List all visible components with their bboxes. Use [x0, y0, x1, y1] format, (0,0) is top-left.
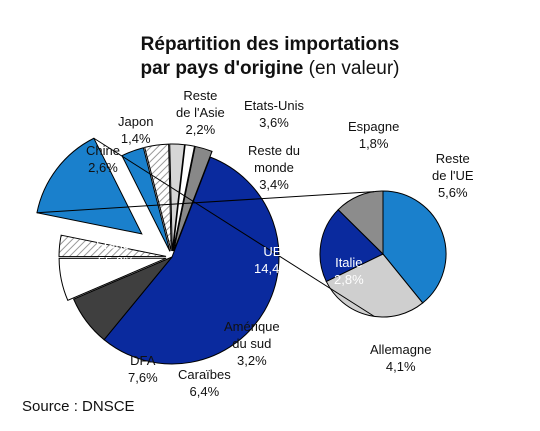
label-reste-de-l-asie: Reste de l'Asie 2,2%	[176, 88, 225, 137]
label-allemagne: Allemagne 4,1%	[370, 342, 432, 374]
chart-title-line1: Répartition des importations	[140, 34, 400, 55]
label-france: France 55,0%	[96, 237, 137, 269]
label-ue: UE 14,4%	[254, 244, 291, 276]
label-italie: Italie 2,8%	[334, 255, 364, 287]
label-caraibes: Caraïbes 6,4%	[178, 367, 231, 399]
pie-connectors	[36, 137, 375, 317]
slice-france	[103, 156, 280, 365]
label-amerique-du-sud: Amérique du sud 3,2%	[224, 319, 280, 368]
slice-caraibes	[58, 257, 167, 301]
connector-bottom	[93, 137, 375, 317]
slice-dfa	[72, 256, 173, 341]
slice-japon	[172, 144, 196, 252]
label-reste-du-monde: Reste du monde 3,4%	[248, 143, 301, 192]
ue-slice-espagne	[337, 190, 384, 256]
slice-amerique-du-sud	[58, 234, 167, 258]
chart-title-line2: par pays d'origine (en valeur)	[0, 57, 540, 81]
main-pie	[36, 137, 280, 365]
slice-ue	[36, 137, 143, 235]
ue-slice-italie	[319, 208, 384, 283]
label-japon: Japon 1,4%	[118, 114, 154, 146]
label-reste-de-l-ue: Reste de l'UE 5,6%	[432, 151, 474, 200]
label-espagne: Espagne 1,8%	[348, 119, 400, 151]
slice-etats-unis	[144, 143, 172, 252]
ue-slice-reste-de-l-ue	[382, 190, 447, 304]
slice-chine	[173, 145, 213, 252]
label-dfa: DFA 7,6%	[128, 353, 158, 385]
chart-title-normal: (en valeur)	[308, 58, 400, 79]
chart-title-bold: par pays d'origine	[140, 58, 304, 79]
label-chine: Chine 2,6%	[86, 143, 120, 175]
source-note: Source : DNSCE	[22, 398, 135, 415]
label-etats-unis: Etats-Unis 3,6%	[244, 98, 304, 130]
connector-top	[36, 191, 375, 214]
slice-reste-de-l-asie	[169, 143, 186, 252]
